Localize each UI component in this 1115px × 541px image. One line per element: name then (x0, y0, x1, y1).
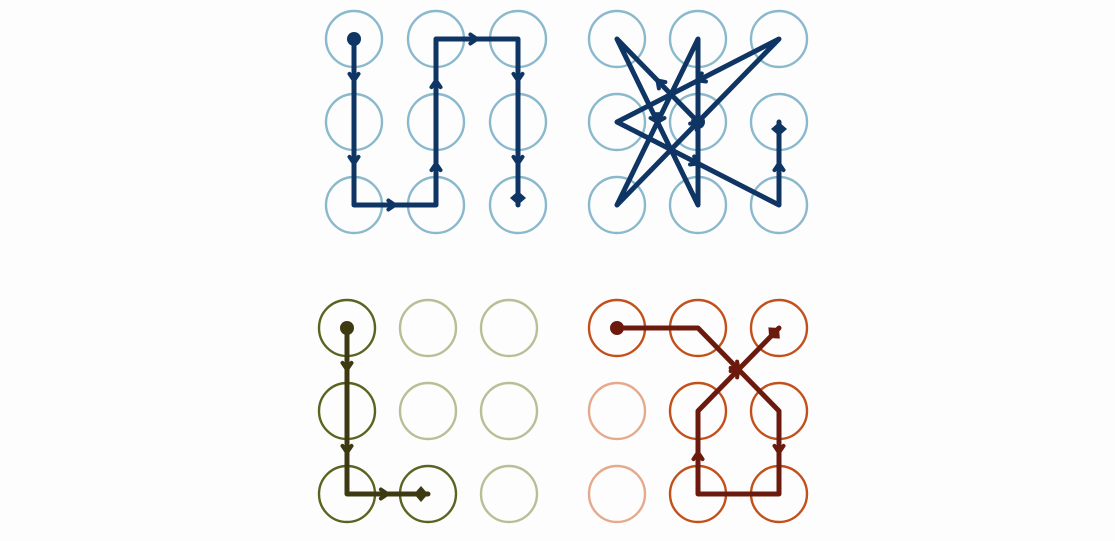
pattern-path (614, 36, 782, 208)
pattern-dot (398, 298, 458, 358)
direction-arrow (347, 71, 361, 83)
pattern-crossed-loop (587, 298, 809, 524)
direction-arrow (772, 443, 786, 455)
pattern-dot (479, 381, 539, 441)
pattern-path (351, 36, 521, 208)
direction-arrow (429, 161, 443, 173)
direction-arrow (688, 120, 700, 132)
end-marker (414, 486, 428, 502)
start-marker (347, 32, 361, 46)
end-marker (768, 327, 780, 339)
end-marker (771, 122, 787, 136)
pattern-path (614, 325, 782, 497)
direction-arrow (468, 32, 479, 46)
start-marker (610, 321, 624, 335)
pattern-dot (479, 298, 539, 358)
pattern-snake (324, 9, 548, 235)
start-marker (340, 321, 354, 335)
direction-arrow (347, 154, 361, 166)
pattern-dot (587, 175, 647, 235)
direction-arrow (429, 78, 443, 90)
pattern-dot (587, 381, 647, 441)
pattern-dot (479, 464, 539, 524)
direction-arrow (654, 112, 667, 124)
pattern-dot (749, 298, 809, 358)
direction-arrow (386, 198, 397, 212)
direction-arrow (378, 487, 390, 501)
pattern-dot (587, 9, 647, 69)
pattern-dot (749, 9, 809, 69)
pattern-dot (398, 381, 458, 441)
direction-arrow (772, 161, 786, 173)
direction-arrow (728, 367, 741, 380)
direction-arrow (655, 78, 668, 91)
direction-arrow (340, 443, 354, 455)
direction-arrow (696, 71, 708, 84)
pattern-star (587, 9, 809, 235)
direction-arrow (691, 450, 705, 462)
direction-arrow (511, 154, 525, 166)
pattern-l-shape (317, 298, 539, 524)
patterns-layer (317, 9, 809, 524)
direction-arrow (688, 154, 700, 167)
direction-arrow (340, 360, 354, 372)
end-marker (510, 191, 526, 205)
pattern-dot (587, 464, 647, 524)
direction-arrow (511, 71, 525, 83)
pattern-dot (587, 92, 647, 152)
